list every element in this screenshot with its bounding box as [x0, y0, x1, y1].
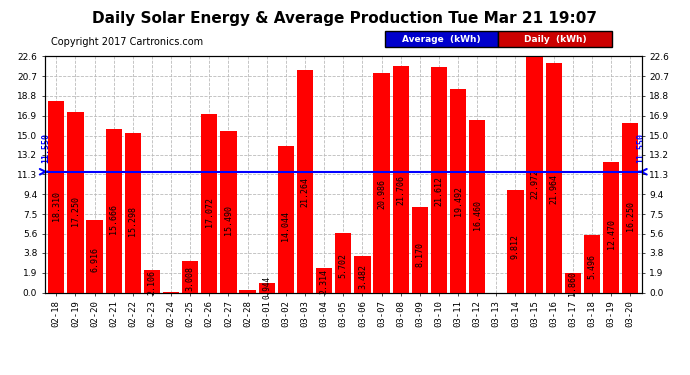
Bar [546, 63, 562, 292]
Bar [507, 190, 524, 292]
Text: 5.702: 5.702 [339, 253, 348, 278]
Bar [354, 256, 371, 292]
Bar [431, 67, 447, 292]
Text: 9.812: 9.812 [511, 234, 520, 259]
Text: 16.250: 16.250 [626, 201, 635, 231]
Bar [220, 130, 237, 292]
Text: 1.860: 1.860 [569, 271, 578, 296]
Text: 3.482: 3.482 [358, 264, 367, 289]
Text: 21.264: 21.264 [301, 177, 310, 207]
Text: Daily Solar Energy & Average Production Tue Mar 21 19:07: Daily Solar Energy & Average Production … [92, 11, 598, 26]
Text: 15.666: 15.666 [109, 204, 118, 234]
Bar [125, 133, 141, 292]
Text: Daily  (kWh): Daily (kWh) [524, 35, 586, 44]
Bar [373, 73, 390, 292]
Bar [526, 53, 543, 292]
Text: 6.916: 6.916 [90, 248, 99, 273]
Text: 18.310: 18.310 [52, 191, 61, 221]
Bar [603, 162, 619, 292]
Bar [450, 89, 466, 292]
Text: 17.250: 17.250 [71, 196, 80, 226]
Text: 11.550: 11.550 [41, 134, 50, 164]
Bar [316, 268, 333, 292]
Text: 17.072: 17.072 [205, 197, 214, 227]
Text: 21.706: 21.706 [396, 176, 405, 206]
Text: 14.044: 14.044 [282, 211, 290, 242]
Bar [393, 66, 408, 292]
Bar [106, 129, 122, 292]
Text: 0.944: 0.944 [262, 276, 271, 299]
Text: 2.106: 2.106 [148, 270, 157, 295]
Text: Average  (kWh): Average (kWh) [402, 35, 481, 44]
Text: 21.612: 21.612 [435, 176, 444, 206]
Bar [239, 290, 256, 292]
Bar [201, 114, 217, 292]
Text: 11.550: 11.550 [636, 134, 645, 164]
Text: 8.170: 8.170 [415, 242, 424, 267]
Text: 3.008: 3.008 [186, 266, 195, 291]
Bar [86, 220, 103, 292]
Bar [48, 101, 64, 292]
Bar [144, 270, 160, 292]
Text: 15.298: 15.298 [128, 206, 137, 236]
FancyBboxPatch shape [498, 32, 612, 47]
Bar [412, 207, 428, 292]
FancyBboxPatch shape [385, 32, 498, 47]
Bar [584, 235, 600, 292]
Text: 12.470: 12.470 [607, 219, 615, 249]
Bar [469, 120, 485, 292]
Text: 16.460: 16.460 [473, 200, 482, 230]
Bar [68, 112, 83, 292]
Text: 22.972: 22.972 [530, 170, 539, 200]
Bar [182, 261, 198, 292]
Text: 19.492: 19.492 [453, 186, 462, 216]
Text: 21.964: 21.964 [549, 174, 558, 204]
Bar [335, 233, 351, 292]
Text: 2.314: 2.314 [319, 269, 328, 294]
Bar [259, 283, 275, 292]
Bar [278, 146, 294, 292]
Text: Copyright 2017 Cartronics.com: Copyright 2017 Cartronics.com [51, 37, 203, 47]
Text: 5.496: 5.496 [587, 254, 596, 279]
Text: 20.986: 20.986 [377, 179, 386, 209]
Text: 15.490: 15.490 [224, 205, 233, 235]
Bar [297, 70, 313, 292]
Bar [622, 123, 638, 292]
Bar [564, 273, 581, 292]
